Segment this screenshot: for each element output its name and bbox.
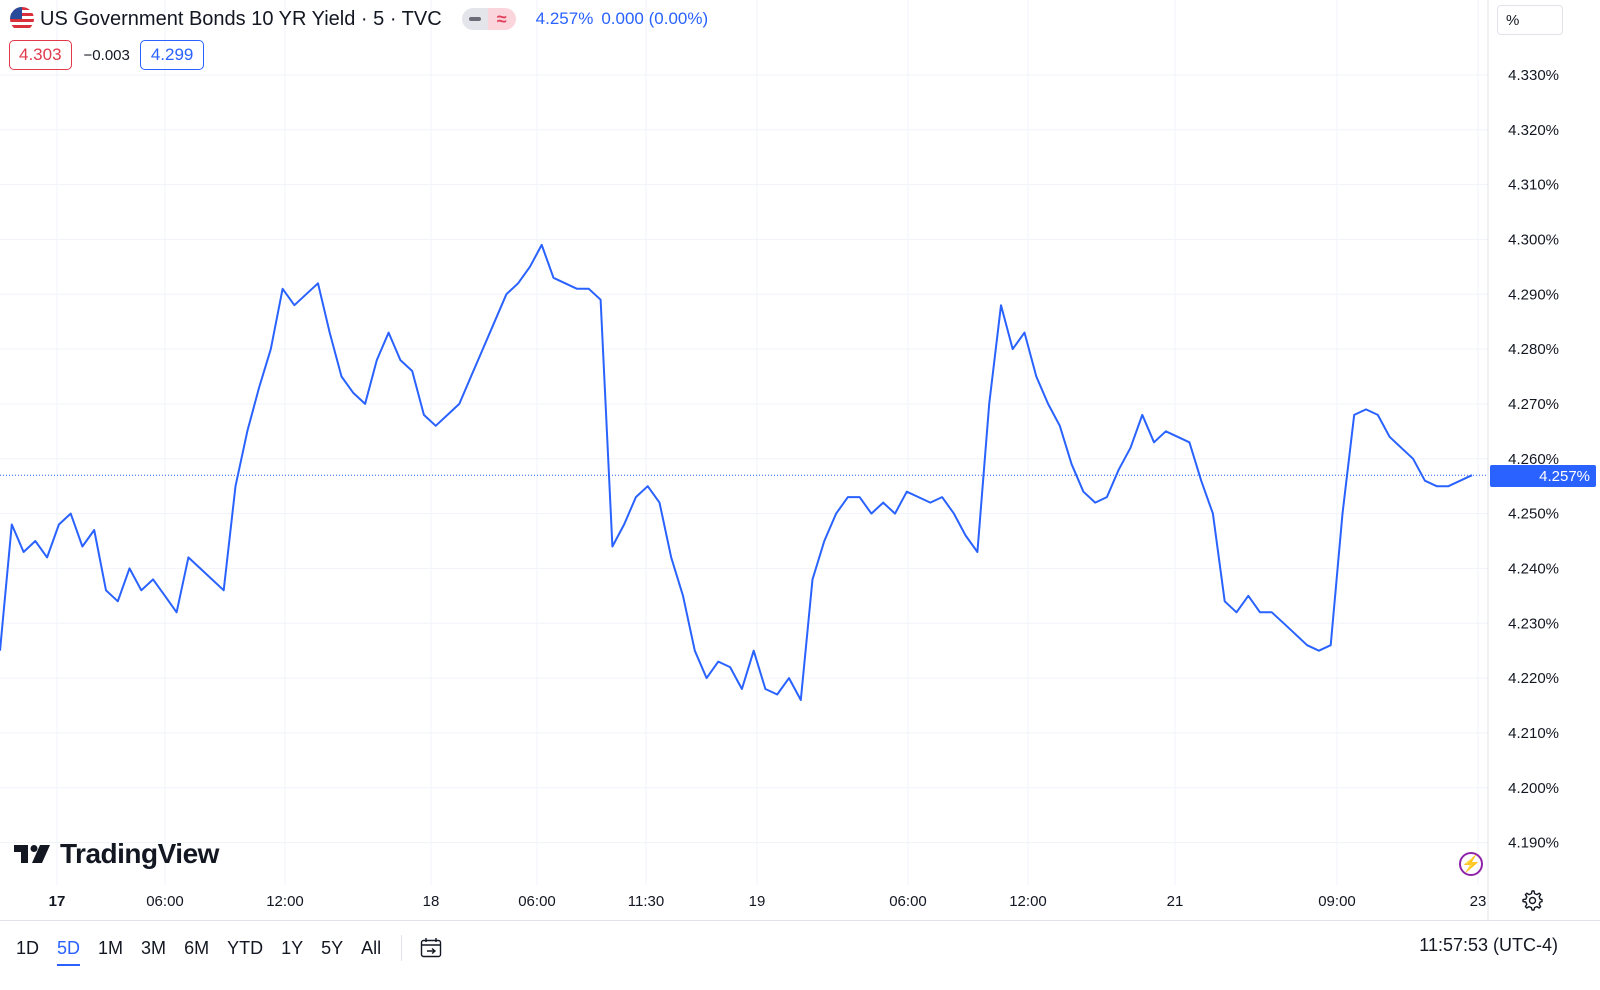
x-tick-label: 23 (1470, 893, 1487, 910)
y-tick-label: 4.230% (1508, 615, 1559, 632)
last-price-label-bg (1490, 465, 1596, 487)
range-3m[interactable]: 3M (141, 937, 167, 958)
last-value: 4.257% (535, 9, 594, 28)
y-axis-ticks[interactable]: 4.330% 4.320% 4.310% 4.300% 4.290% 4.280% 4.27… (1508, 67, 1559, 852)
x-tick-label: 17 (49, 893, 66, 910)
y-tick-label: 4.290% (1508, 286, 1559, 303)
x-tick-label: 12:00 (1009, 893, 1047, 910)
y-tick-label: 4.280% (1508, 341, 1559, 358)
range-5d[interactable]: 5D (57, 937, 81, 966)
x-axis-ticks[interactable]: 17 06:00 12:00 18 06:00 11:30 19 06:00 12:00 21 09… (49, 893, 1487, 910)
change-value: 0.000 (0.00%) (601, 9, 709, 28)
y-tick-label: 4.200% (1508, 780, 1559, 797)
series-layer (0, 243, 1473, 701)
tradingview-logo-icon (14, 845, 50, 863)
time-range-selector: 1D 5D 1M 3M 6M YTD 1Y 5Y All (16, 935, 444, 966)
range-1d[interactable]: 1D (16, 937, 40, 958)
range-1m[interactable]: 1M (98, 937, 124, 958)
tradingview-logo[interactable]: TradingView (14, 838, 219, 870)
range-6m[interactable]: 6M (184, 937, 210, 958)
x-tick-label: 09:00 (1318, 893, 1356, 910)
sell-button[interactable]: 4.303 (9, 40, 72, 70)
y-tick-label: 4.330% (1508, 67, 1559, 84)
range-1y[interactable]: 1Y (281, 937, 304, 958)
last-price-label: 4.257% (1490, 465, 1596, 487)
y-tick-label: 4.190% (1508, 835, 1559, 852)
x-tick-label: 12:00 (266, 893, 304, 910)
range-all[interactable]: All (361, 937, 382, 958)
yield-series-line (0, 243, 1473, 701)
y-tick-label: 4.270% (1508, 396, 1559, 413)
x-tick-label: 06:00 (889, 893, 927, 910)
spread-value: −0.003 (83, 46, 130, 64)
us-flag-icon (10, 7, 34, 31)
flash-icon[interactable]: ⚡ (1459, 852, 1483, 876)
calendar-icon[interactable] (418, 935, 444, 961)
y-tick-label: 4.240% (1508, 560, 1559, 577)
x-tick-label: 06:00 (518, 893, 556, 910)
status-pill[interactable]: ≈ (461, 8, 516, 30)
tradingview-logo-text: TradingView (60, 838, 219, 869)
x-tick-label: 21 (1167, 893, 1184, 910)
y-tick-label: 4.210% (1508, 725, 1559, 742)
x-tick-label: 06:00 (146, 893, 184, 910)
last-price-label-text: 4.257% (1539, 468, 1590, 485)
delayed-data-icon: ≈ (487, 8, 516, 30)
y-tick-label: 4.300% (1508, 231, 1559, 248)
y-tick-label: 4.220% (1508, 670, 1559, 687)
bottom-toolbar: 1D 5D 1M 3M 6M YTD 1Y 5Y All 11:57:53 (U… (0, 920, 1600, 990)
chart-header: US Government Bonds 10 YR Yield · 5 · TV… (10, 6, 708, 32)
toolbar-divider (401, 935, 403, 961)
y-tick-label: 4.320% (1508, 122, 1559, 139)
range-ytd[interactable]: YTD (227, 937, 264, 958)
grid-lines (0, 0, 1488, 885)
buy-button[interactable]: 4.299 (139, 40, 205, 70)
gear-icon[interactable] (1520, 888, 1544, 912)
range-5y[interactable]: 5Y (321, 937, 344, 958)
market-closed-indicator (461, 8, 488, 30)
bid-ask-row: 4.303 −0.003 4.299 (9, 40, 205, 70)
x-tick-label: 11:30 (628, 893, 664, 910)
symbol-title[interactable]: US Government Bonds 10 YR Yield · 5 · TV… (40, 7, 442, 30)
y-tick-label: 4.260% (1508, 451, 1559, 468)
price-scale-unit-button[interactable]: % (1497, 5, 1563, 35)
timezone-clock[interactable]: 11:57:53 (UTC-4) (1419, 935, 1558, 955)
y-tick-label: 4.310% (1508, 177, 1559, 194)
x-tick-label: 19 (749, 893, 766, 910)
chart-canvas[interactable]: 4.330% 4.320% 4.310% 4.300% 4.290% 4.280% 4.27… (0, 0, 1600, 920)
x-tick-label: 18 (423, 893, 440, 910)
y-tick-label: 4.250% (1508, 506, 1559, 523)
